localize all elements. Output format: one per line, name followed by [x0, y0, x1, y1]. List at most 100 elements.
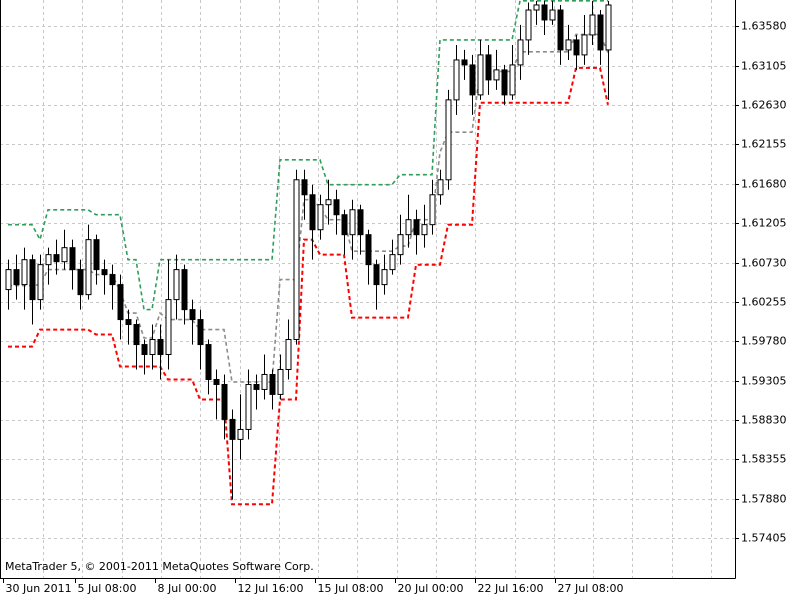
candle-body — [205, 344, 212, 381]
candle-body — [317, 204, 324, 231]
candle-body — [261, 373, 268, 390]
y-tick-label: 1.59305 — [741, 375, 787, 388]
x-tick-label: 5 Jul 08:00 — [78, 582, 137, 595]
candle-body — [29, 259, 36, 301]
candle-body — [453, 59, 460, 101]
candle-body — [405, 219, 412, 236]
candle-body — [45, 254, 52, 266]
candle-body — [557, 9, 564, 51]
candle-body — [181, 269, 188, 311]
candle-body — [37, 264, 44, 301]
candle-body — [93, 239, 100, 271]
candle-body — [589, 14, 596, 36]
y-tick-label: 1.58355 — [741, 453, 787, 466]
candle-body — [125, 319, 132, 326]
candle-body — [541, 4, 548, 21]
plot — [5, 0, 612, 506]
candle-body — [341, 214, 348, 236]
y-tick-label: 1.61680 — [741, 178, 787, 191]
candle-body — [581, 34, 588, 56]
x-tick-label: 15 Jul 08:00 — [318, 582, 384, 595]
candle-body — [301, 179, 308, 196]
y-tick-label: 1.59780 — [741, 335, 787, 348]
candle-body — [333, 199, 340, 216]
candle-body — [605, 4, 612, 51]
y-tick-label: 1.62155 — [741, 138, 787, 151]
x-tick-label: 20 Jul 00:00 — [398, 582, 464, 595]
candle-body — [21, 259, 28, 286]
candle-body — [389, 254, 396, 271]
candle-body — [269, 373, 276, 395]
channel-line — [8, 66, 609, 506]
candle-body — [501, 69, 508, 96]
candle-body — [533, 4, 540, 11]
y-tick-label: 1.57405 — [741, 532, 787, 545]
y-tick-label: 1.63105 — [741, 60, 787, 73]
candle-body — [437, 179, 444, 196]
y-tick-label: 1.61205 — [741, 217, 787, 230]
candle-body — [309, 194, 316, 231]
candle-body — [117, 284, 124, 321]
candle-body — [85, 239, 92, 296]
candle-body — [149, 339, 156, 356]
candle-body — [189, 309, 196, 321]
x-tick-label: 30 Jun 2011 — [6, 582, 72, 595]
x-tick-label: 12 Jul 16:00 — [238, 582, 304, 595]
y-tick-label: 1.58830 — [741, 414, 787, 427]
candle-body — [349, 209, 356, 236]
candle-body — [517, 39, 524, 66]
candle-body — [421, 224, 428, 236]
candle-body — [565, 39, 572, 51]
candle-body — [597, 14, 604, 51]
x-tick-label: 27 Jul 08:00 — [558, 582, 624, 595]
candle-body — [173, 269, 180, 301]
candle-body — [141, 344, 148, 356]
candle-body — [325, 199, 332, 206]
y-tick-label: 1.57880 — [741, 493, 787, 506]
candle-body — [365, 234, 372, 266]
candle-body — [213, 379, 220, 385]
candle-body — [53, 254, 60, 263]
channel-line — [8, 33, 609, 383]
candle-body — [445, 99, 452, 181]
y-tick-label: 1.62630 — [741, 99, 787, 112]
candle-body — [237, 428, 244, 440]
candle-body — [61, 247, 68, 263]
candle-body — [197, 319, 204, 346]
candle-body — [5, 269, 12, 291]
candle-body — [221, 383, 228, 420]
candle-body — [253, 383, 260, 390]
candle-body — [509, 64, 516, 96]
candle-body — [525, 9, 532, 41]
candle-body — [293, 179, 300, 341]
candle-body — [165, 299, 172, 356]
candle-body — [373, 264, 380, 286]
candle-body — [461, 59, 468, 66]
candle-body — [381, 269, 388, 286]
candle-body — [429, 194, 436, 226]
candle-body — [469, 64, 476, 96]
copyright-annotation: MetaTrader 5, © 2001-2011 MetaQuotes Sof… — [5, 560, 314, 573]
y-tick-label: 1.60730 — [741, 257, 787, 270]
candle-body — [493, 69, 500, 81]
candle-body — [157, 339, 164, 356]
x-tick-label: 22 Jul 16:00 — [478, 582, 544, 595]
candle-body — [357, 209, 364, 236]
candle-body — [229, 418, 236, 440]
candle-body — [573, 39, 580, 56]
candle-body — [69, 247, 76, 271]
candle-body — [77, 269, 84, 296]
candle-body — [109, 274, 116, 286]
candle-body — [397, 234, 404, 256]
candle-body — [413, 219, 420, 236]
candle-body — [13, 269, 20, 286]
x-tick-label: 8 Jul 00:00 — [158, 582, 217, 595]
candle-body — [277, 368, 284, 395]
candle-body — [133, 324, 140, 346]
candle-body — [285, 339, 292, 370]
candle-body — [245, 383, 252, 430]
channel-line — [8, 0, 608, 311]
candle-body — [549, 9, 556, 21]
